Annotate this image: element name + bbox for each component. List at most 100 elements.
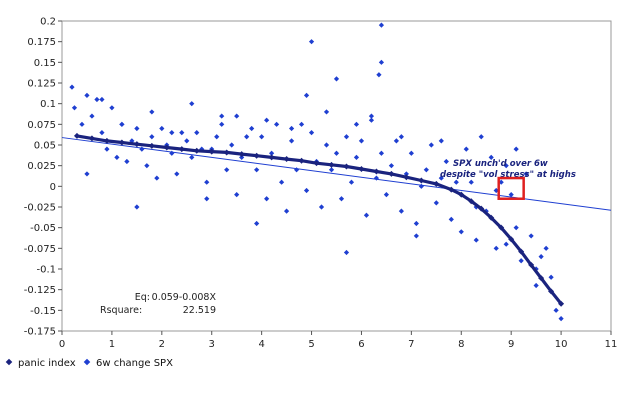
spx-point (368, 117, 375, 123)
y-tick-label: 0.05 (34, 141, 56, 152)
spx-point (214, 134, 220, 140)
series-panic-index (73, 132, 565, 307)
panic-index-point (253, 152, 260, 159)
y-tick-label: 0 (50, 182, 56, 193)
x-tick-label: 7 (408, 339, 414, 350)
panic-index-point (548, 288, 555, 295)
panic-index-point (118, 139, 125, 146)
spx-point (433, 200, 439, 206)
panic-index-point (283, 156, 290, 163)
spx-point (513, 225, 519, 231)
panic-index-point (88, 135, 95, 142)
x-tick-label: 10 (555, 339, 568, 350)
spx-point (219, 113, 225, 119)
spx-point (308, 39, 315, 45)
spx-point (323, 109, 330, 115)
panic-index-point (538, 275, 545, 282)
spx-point (303, 92, 310, 98)
y-tick-label: -0.075 (24, 244, 56, 255)
spx-point (413, 233, 419, 239)
panic-index-point (498, 224, 505, 231)
spx-point (189, 101, 195, 107)
spx-point (174, 171, 180, 177)
spx-point (388, 163, 394, 169)
spx-point (288, 125, 295, 132)
x-tick-label: 5 (308, 339, 314, 350)
y-tick-label: 0.125 (27, 79, 56, 90)
panic-index-point (478, 205, 485, 212)
spx-point (493, 187, 499, 194)
spx-point (274, 121, 280, 127)
spx-point (448, 216, 454, 222)
spx-point (558, 316, 564, 322)
spx-point (398, 134, 404, 140)
legend-marker-panic-index (5, 358, 13, 366)
spx-point (134, 204, 140, 210)
panic-index-point (468, 198, 475, 205)
spx-point (343, 249, 350, 256)
panic-index-point (403, 174, 410, 181)
spx-point (378, 150, 385, 156)
y-tick-label: -0.025 (24, 203, 56, 214)
spx-point (159, 125, 165, 132)
panic-index-point (433, 180, 440, 187)
spx-point (134, 125, 140, 132)
spx-point (264, 196, 270, 202)
spx-point (543, 245, 549, 251)
spx-point (428, 142, 434, 148)
spx-point (99, 96, 105, 103)
panic-index-point (508, 236, 515, 243)
spx-point (144, 163, 150, 169)
panic-index-point (448, 186, 455, 193)
spx-point (473, 204, 479, 210)
spx-point (453, 179, 459, 185)
panic-index-point (133, 141, 140, 148)
panic-index-point (238, 151, 245, 158)
spx-point (303, 187, 310, 194)
panic-index-point (208, 148, 215, 155)
y-tick-label: 0.2 (40, 17, 56, 28)
spx-point (408, 150, 414, 156)
spx-point (468, 179, 474, 185)
spx-point (283, 208, 290, 214)
spx-point (513, 146, 519, 152)
spx-point (443, 158, 449, 165)
plot-frame (61, 20, 612, 332)
spx-point (149, 134, 155, 140)
equation-label: Eq: (135, 292, 150, 303)
spx-point (473, 237, 479, 243)
panic-index-point (73, 132, 80, 139)
spx-point (493, 245, 499, 251)
spx-point (149, 109, 155, 115)
spx-point (169, 130, 175, 136)
spx-point (463, 146, 469, 152)
panic-index-point (343, 163, 350, 170)
spx-point (224, 167, 230, 173)
spx-point (219, 121, 225, 127)
spx-point (383, 192, 390, 198)
spx-point (124, 158, 130, 165)
spx-point (244, 134, 250, 140)
panic-index-point (163, 144, 170, 151)
spx-point (71, 105, 78, 111)
spx-point (323, 142, 330, 148)
annotation-layer: SPX unch'd over 6w despite "vol stress" … (100, 159, 576, 316)
spx-point (438, 138, 444, 144)
annotation-line-2: despite "vol stress" at highs (440, 170, 576, 180)
spx-point (184, 138, 190, 144)
spx-point (373, 175, 380, 181)
spx-point (348, 179, 355, 185)
spx-point (413, 220, 419, 227)
spx-point (418, 183, 424, 189)
panic-index-point (558, 300, 565, 307)
spx-point (523, 171, 529, 177)
spx-point (189, 154, 195, 160)
spx-point (343, 134, 350, 140)
highlight-box (497, 176, 525, 200)
panic-index-point (193, 147, 200, 154)
spx-point (254, 220, 260, 227)
panic-index-point (458, 191, 465, 198)
x-tick-label: 3 (209, 339, 215, 350)
x-tick-label: 0 (59, 339, 65, 350)
